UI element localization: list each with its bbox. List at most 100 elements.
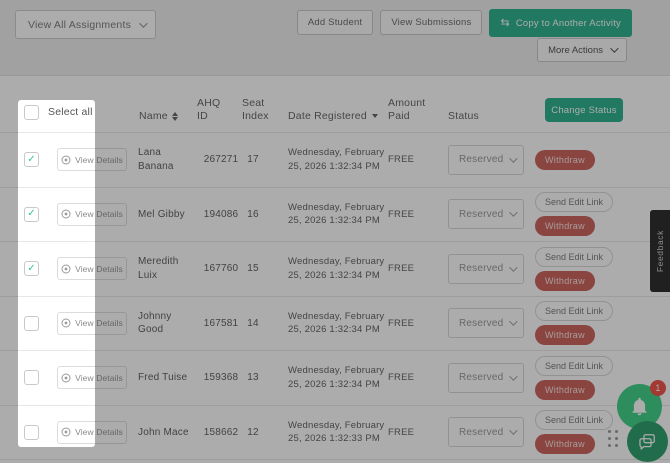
copy-to-another-activity-button[interactable]: ⇆ Copy to Another Activity: [489, 9, 632, 37]
ahq-id-value: 267271: [203, 154, 239, 166]
status-select[interactable]: Reserved: [448, 362, 524, 393]
column-header-name[interactable]: Name: [139, 110, 178, 123]
row-checkbox[interactable]: ✓: [24, 370, 39, 386]
eye-icon: [61, 209, 71, 219]
send-edit-link-button[interactable]: Send Edit Link: [535, 301, 614, 322]
student-name: Lana Banana: [138, 147, 174, 172]
withdraw-button[interactable]: Withdraw: [535, 216, 595, 237]
student-name: Fred Tuise: [138, 372, 188, 383]
withdraw-button[interactable]: Withdraw: [535, 379, 595, 400]
status-value: Reserved: [459, 426, 504, 438]
view-details-button[interactable]: View Details: [57, 366, 127, 390]
eye-icon: [61, 427, 71, 437]
amount-paid-value: FREE: [388, 154, 415, 166]
view-details-label: View Details: [75, 372, 123, 383]
amount-paid-value: FREE: [388, 426, 415, 438]
ahq-id-value: 167760: [203, 263, 239, 275]
date-registered-value: Wednesday, February 25, 2026 1:32:34 PM: [288, 147, 385, 172]
sort-caret-icon: [371, 114, 378, 119]
date-registered-value: Wednesday, February 25, 2026 1:32:34 PM: [288, 365, 385, 390]
amount-paid-value: FREE: [388, 317, 415, 329]
assignments-filter-select[interactable]: View All Assignments: [15, 10, 156, 39]
status-select[interactable]: Reserved: [448, 253, 524, 284]
status-select[interactable]: Reserved: [448, 144, 524, 175]
table-row-partial: Send Edit Link: [0, 459, 670, 463]
add-student-button[interactable]: Add Student: [296, 10, 374, 35]
check-icon: ✓: [27, 153, 36, 165]
student-name: Johnny Good: [138, 310, 172, 336]
send-edit-link-button[interactable]: Send Edit Link: [535, 246, 614, 267]
table-row: ✓ View Details Johnny Good 167581 14 Wed…: [0, 295, 670, 351]
toolbar-actions: Add Student View Submissions ⇆ Copy to A…: [296, 9, 632, 37]
date-registered-value: Wednesday, February 25, 2026 1:32:34 PM: [288, 256, 385, 281]
status-select[interactable]: Reserved: [448, 308, 524, 339]
select-all-group: ✓ Select all: [24, 105, 93, 120]
chat-icon: [639, 434, 655, 450]
send-edit-link-button[interactable]: Send Edit Link: [535, 355, 614, 376]
view-details-button[interactable]: View Details: [57, 257, 127, 281]
select-all-label: Select all: [48, 105, 93, 118]
eye-icon: [61, 318, 71, 328]
date-registered-value: Wednesday, February 25, 2026 1:32:34 PM: [288, 310, 385, 336]
view-details-label: View Details: [75, 318, 123, 329]
row-checkbox[interactable]: ✓: [24, 261, 39, 277]
column-header-ahq-id: AHQ ID: [197, 96, 221, 122]
view-details-button[interactable]: View Details: [57, 202, 127, 226]
table-row: ✓ View Details John Mace 158662 12 Wedne…: [0, 404, 670, 460]
view-details-button[interactable]: View Details: [57, 148, 127, 172]
column-header-seat-index: Seat Index: [242, 96, 269, 122]
row-checkbox[interactable]: ✓: [24, 152, 39, 168]
column-header-amount-paid: Amount Paid: [388, 96, 426, 122]
name-header-label: Name: [139, 109, 168, 122]
amount-paid-value: FREE: [388, 263, 415, 275]
student-name: John Mace: [138, 426, 189, 438]
change-status-button[interactable]: Change Status: [545, 98, 623, 122]
table-row: ✓ View Details Lana Banana 267271 17 Wed…: [0, 132, 670, 187]
select-all-checkbox[interactable]: ✓: [24, 105, 39, 120]
withdraw-button[interactable]: Withdraw: [535, 149, 595, 170]
row-checkbox[interactable]: ✓: [24, 424, 39, 440]
row-checkbox[interactable]: ✓: [24, 315, 39, 331]
withdraw-button[interactable]: Withdraw: [535, 325, 595, 346]
ahq-id-value: 167581: [203, 317, 239, 329]
row-checkbox[interactable]: ✓: [24, 206, 39, 222]
status-select[interactable]: Reserved: [448, 199, 524, 230]
chevron-down-icon: [509, 317, 518, 327]
view-details-label: View Details: [75, 263, 123, 274]
seat-index-value: 17: [247, 154, 259, 166]
sort-icon: [171, 111, 178, 121]
chevron-down-icon: [509, 426, 518, 436]
feedback-tab-label: Feedback: [655, 229, 665, 273]
send-edit-link-button[interactable]: Send Edit Link: [535, 192, 614, 213]
view-details-button[interactable]: View Details: [57, 311, 127, 335]
drag-handle[interactable]: [608, 430, 618, 447]
check-icon: ✓: [27, 262, 36, 274]
chevron-down-icon: [509, 372, 518, 381]
date-registered-value: Wednesday, February 25, 2026 1:32:34 PM: [288, 201, 385, 227]
seat-index-value: 14: [247, 317, 259, 329]
withdraw-button[interactable]: Withdraw: [535, 270, 595, 291]
status-value: Reserved: [459, 372, 504, 384]
column-header-date-registered[interactable]: Date Registered: [288, 110, 378, 123]
view-submissions-button[interactable]: View Submissions: [380, 10, 483, 35]
notification-badge: 1: [650, 380, 666, 396]
status-select[interactable]: Reserved: [448, 417, 524, 448]
withdraw-button[interactable]: Withdraw: [535, 434, 595, 455]
copy-to-another-activity-label: Copy to Another Activity: [515, 17, 621, 29]
chat-button[interactable]: [627, 421, 668, 462]
more-actions-button[interactable]: More Actions: [537, 38, 627, 62]
table-row: ✓ View Details Meredith Luix 167760 15 W…: [0, 241, 670, 296]
feedback-tab[interactable]: Feedback: [650, 210, 670, 292]
table-header-row: ✓ Select all Name AHQ ID Seat Index Date…: [0, 76, 670, 132]
send-edit-link-button[interactable]: Send Edit Link: [535, 410, 614, 431]
eye-icon: [61, 264, 71, 274]
date-registered-header-label: Date Registered: [288, 109, 367, 122]
view-details-button[interactable]: View Details: [57, 420, 127, 444]
view-details-label: View Details: [75, 427, 123, 438]
seat-index-value: 16: [247, 208, 259, 220]
students-table: ✓ Select all Name AHQ ID Seat Index Date…: [0, 75, 670, 463]
table-row: ✓ View Details Fred Tuise 159368 13 Wedn…: [0, 350, 670, 405]
seat-index-value: 15: [247, 263, 259, 275]
status-value: Reserved: [459, 154, 504, 166]
amount-paid-value: FREE: [388, 208, 415, 220]
